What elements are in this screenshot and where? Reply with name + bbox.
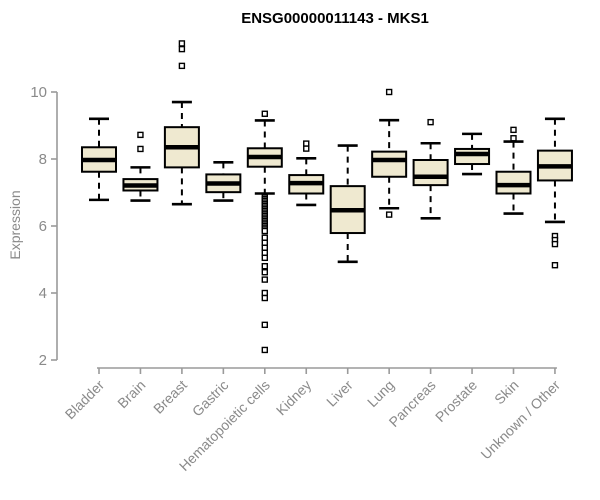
- outlier-point: [261, 321, 268, 329]
- iqr-box: [412, 159, 449, 187]
- outlier-point: [178, 62, 186, 70]
- y-axis-label: Expression: [7, 190, 23, 260]
- y-tick-label: 2: [39, 352, 47, 369]
- outlier-point: [261, 346, 268, 354]
- outlier-point: [261, 294, 268, 302]
- x-tick-label: Brain: [114, 377, 148, 411]
- outlier-point: [510, 126, 517, 134]
- x-tick-label: Bladder: [62, 377, 108, 423]
- x-tick-label: Liver: [323, 377, 356, 410]
- box-group-gastric: [205, 161, 242, 202]
- outlier-point: [427, 118, 434, 126]
- outlier-point: [261, 254, 268, 262]
- box-group-brain: [122, 131, 159, 202]
- outlier-point: [261, 289, 268, 297]
- y-tick-label: 6: [39, 218, 47, 235]
- outlier-point: [261, 227, 268, 235]
- outlier-point: [261, 276, 268, 283]
- outlier-point: [178, 40, 186, 47]
- outlier-point: [385, 211, 393, 218]
- x-tick-label: Skin: [491, 377, 522, 408]
- outlier-point: [261, 239, 268, 246]
- outlier-point: [261, 269, 268, 276]
- x-tick-label: Lung: [364, 377, 397, 410]
- outlier-point: [261, 244, 268, 251]
- outlier-point: [510, 135, 517, 142]
- box-group-breast: [163, 40, 200, 206]
- outlier-point: [385, 88, 393, 96]
- x-tick-label: Unknown / Other: [477, 377, 563, 463]
- y-tick-label: 8: [39, 151, 47, 168]
- outlier-point: [261, 110, 268, 117]
- iqr-box: [454, 147, 491, 166]
- iqr-box: [371, 150, 408, 178]
- x-tick-label: Prostate: [432, 377, 480, 425]
- outlier-point: [261, 234, 268, 241]
- outlier-point: [137, 145, 144, 153]
- iqr-box: [495, 170, 532, 195]
- box-group-prostate: [454, 132, 491, 176]
- box-group-unknown-other: [536, 117, 573, 269]
- y-tick-label: 4: [39, 285, 47, 302]
- y-tick-label: 10: [30, 84, 47, 101]
- outlier-point: [261, 263, 268, 270]
- outlier-point: [303, 145, 310, 152]
- box-group-skin: [495, 126, 532, 215]
- outlier-point: [551, 261, 559, 269]
- box-group-hematopoietic-cells: [246, 110, 283, 354]
- outlier-point: [137, 131, 144, 139]
- box-group-liver: [329, 144, 366, 264]
- box-group-kidney: [288, 140, 325, 207]
- outlier-point: [261, 249, 268, 257]
- x-tick-label: Breast: [150, 377, 190, 417]
- x-tick-label: Kidney: [273, 377, 315, 419]
- outlier-point: [178, 45, 186, 53]
- outlier-point: [551, 240, 559, 248]
- chart-title: ENSG00000011143 - MKS1: [241, 10, 429, 27]
- box-group-bladder: [81, 117, 117, 202]
- box-group-pancreas: [412, 118, 449, 220]
- box-group-lung: [371, 88, 408, 218]
- outlier-point: [303, 140, 310, 147]
